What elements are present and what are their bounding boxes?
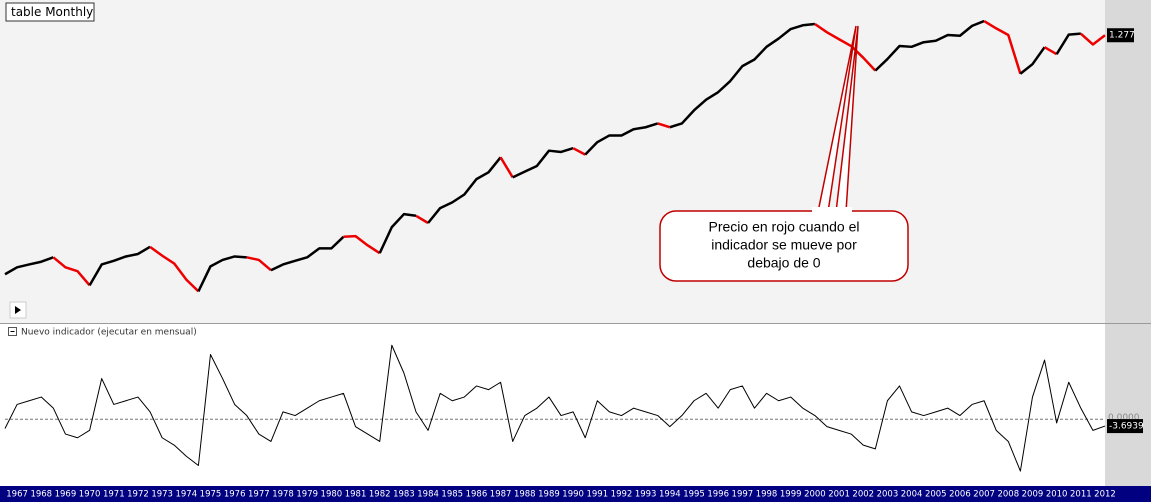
callout-text: debajo de 0 <box>747 255 820 271</box>
callout: Precio en rojo cuando el indicador se mu… <box>659 25 909 282</box>
x-tick-label: 2009 <box>1022 490 1044 500</box>
last-value-box <box>1107 419 1143 434</box>
x-tick-label: 1973 <box>151 490 173 500</box>
series-line <box>378 212 417 254</box>
x-tick-label: 1994 <box>659 490 681 500</box>
x-tick-label: 2000 <box>804 490 826 500</box>
x-tick-label: 2008 <box>997 490 1019 500</box>
x-tick-label: 1998 <box>756 490 778 500</box>
series-line <box>427 156 502 224</box>
x-tick-label: 1979 <box>296 490 318 500</box>
x-tick-label: 1975 <box>200 490 222 500</box>
series-line <box>246 256 272 272</box>
x-tick-label: 1992 <box>611 490 633 500</box>
last-value-label: -3.6939 <box>1109 422 1144 432</box>
series-line <box>88 245 151 286</box>
series-line <box>669 22 816 129</box>
x-tick-label: 1982 <box>369 490 391 500</box>
x-tick-label: 1985 <box>441 490 463 500</box>
x-tick-label: 1976 <box>224 490 246 500</box>
series-line <box>512 146 574 179</box>
title-box <box>5 2 95 22</box>
series-line <box>197 255 247 292</box>
indicator-panel <box>0 324 1105 486</box>
price-panel <box>0 0 1151 323</box>
x-tick-label: 1988 <box>514 490 536 500</box>
series-line <box>415 214 429 225</box>
series-line <box>4 256 54 276</box>
series-line <box>572 147 586 156</box>
series-line <box>657 122 671 129</box>
time-axis <box>0 486 1151 502</box>
indicator-title: Nuevo indicador (ejecutar en mensual) <box>21 328 197 338</box>
x-tick-label: 2012 <box>1094 490 1116 500</box>
x-tick-label: 1995 <box>683 490 705 500</box>
callout-text: Precio en rojo cuando el <box>709 219 860 235</box>
x-tick-label: 2010 <box>1046 490 1068 500</box>
series-line <box>1079 32 1106 46</box>
x-tick-label: 1990 <box>562 490 584 500</box>
series-line <box>343 234 381 255</box>
x-tick-label: 2005 <box>925 490 947 500</box>
x-tick-label: 1984 <box>417 490 439 500</box>
series-line <box>814 22 877 72</box>
x-tick-label: 1980 <box>321 490 343 500</box>
callout-box <box>659 210 909 282</box>
callout-join <box>812 207 852 215</box>
last-value-box <box>1107 28 1134 43</box>
x-tick-label: 1991 <box>586 490 608 500</box>
x-tick-label: 1968 <box>30 490 52 500</box>
series-line <box>149 245 200 293</box>
series-line <box>52 256 91 287</box>
x-tick-label: 2002 <box>852 490 874 500</box>
x-tick-label: 1989 <box>538 490 560 500</box>
x-tick-label: 2001 <box>828 490 850 500</box>
x-tick-label: 1969 <box>55 490 77 500</box>
x-tick-label: 2006 <box>949 490 971 500</box>
x-tick-label: 1970 <box>79 490 101 500</box>
x-tick-label: 1978 <box>272 490 294 500</box>
x-tick-label: 1967 <box>6 490 28 500</box>
chart-title: table Monthly <box>11 5 93 19</box>
series-line <box>1043 46 1058 56</box>
x-tick-label: 1974 <box>175 490 197 500</box>
x-tick-label: 1981 <box>345 490 367 500</box>
x-tick-label: 1987 <box>490 490 512 500</box>
series-line <box>584 122 659 156</box>
y-tick-label: 0.0000 <box>1108 413 1140 423</box>
x-tick-label: 2003 <box>877 490 899 500</box>
x-tick-label: 1971 <box>103 490 125 500</box>
series-line <box>874 19 985 72</box>
x-tick-label: 1997 <box>732 490 754 500</box>
x-tick-label: 1983 <box>393 490 415 500</box>
x-tick-label: 1972 <box>127 490 149 500</box>
series-line <box>4 344 1106 472</box>
callout-text: indicador se mueve por <box>711 237 857 253</box>
series-line <box>499 156 514 179</box>
play-icon <box>15 306 21 314</box>
x-tick-label: 1993 <box>635 490 657 500</box>
price-scale-strip <box>1105 0 1151 486</box>
series-line <box>270 235 345 272</box>
x-tick-label: 2004 <box>901 490 923 500</box>
x-tick-label: 1999 <box>780 490 802 500</box>
series-line <box>1019 46 1046 75</box>
callout-pointer <box>835 25 859 213</box>
callout-pointer <box>817 25 857 213</box>
x-tick-label: 1986 <box>466 490 488 500</box>
x-tick-label: 1996 <box>707 490 729 500</box>
x-tick-label: 1977 <box>248 490 270 500</box>
last-value-label: 1.277 <box>1109 31 1135 41</box>
series-line <box>983 19 1022 75</box>
x-tick-label: 2011 <box>1070 490 1092 500</box>
x-tick-label: 2007 <box>973 490 995 500</box>
series-line <box>1055 32 1081 55</box>
